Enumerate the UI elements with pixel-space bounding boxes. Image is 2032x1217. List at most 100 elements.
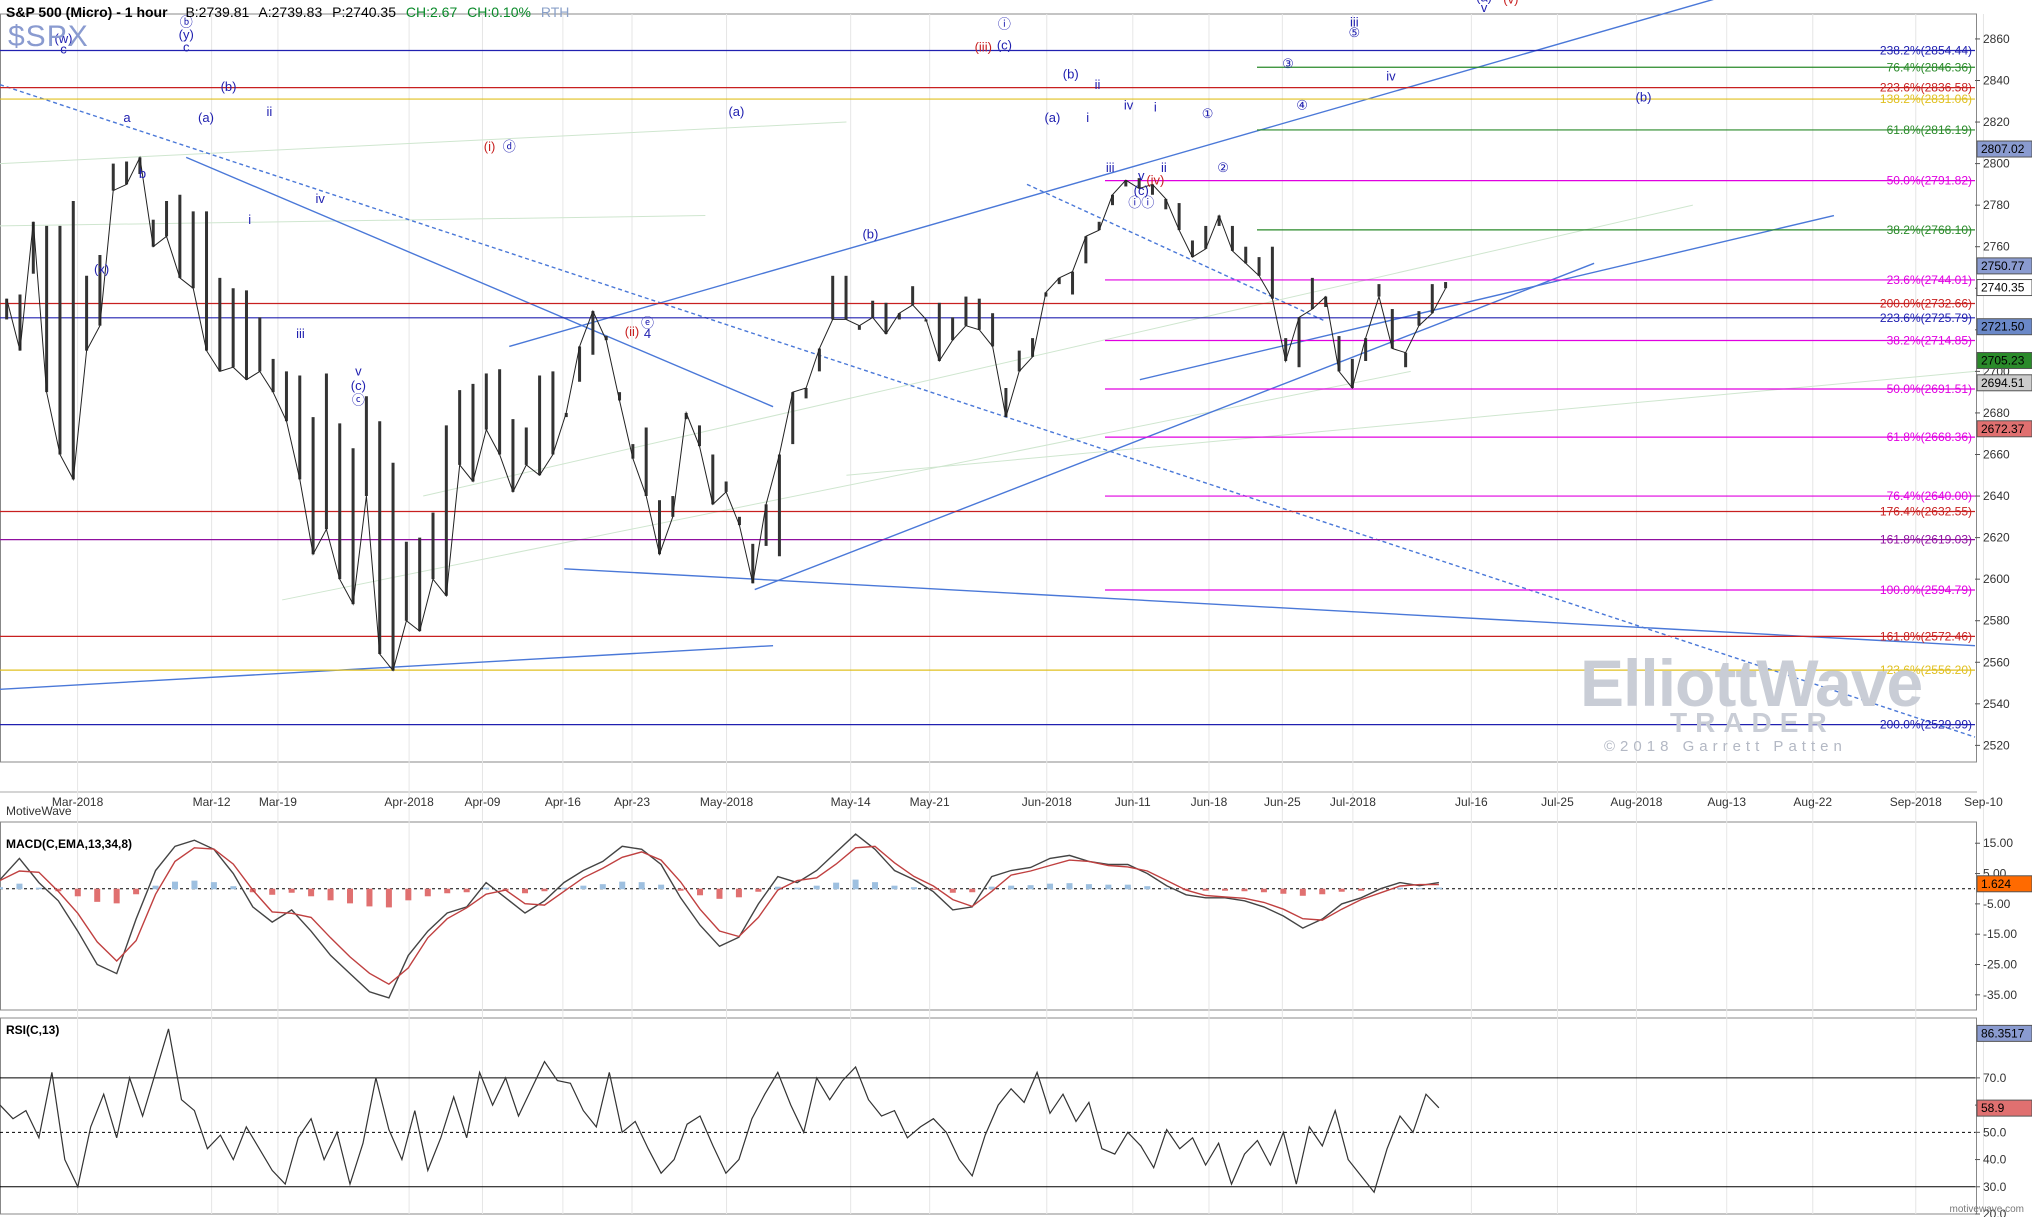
- wave-label: b: [139, 166, 146, 181]
- rsi-value-box: [1976, 1099, 2032, 1117]
- macd-histogram-bar: [1338, 888, 1345, 892]
- wave-label: ②: [1217, 160, 1229, 175]
- macd-histogram-bar: [813, 885, 820, 890]
- macd-histogram-bar: [1358, 888, 1365, 891]
- macd-histogram-bar: [191, 880, 198, 890]
- rsi-tick-label: 50.0: [1983, 1125, 2007, 1139]
- wave-label: iv: [1124, 98, 1134, 113]
- macd-histogram-bar: [0, 887, 3, 890]
- macd-histogram-bar: [1241, 888, 1248, 892]
- macd-histogram-bar: [94, 888, 101, 902]
- x-tick-label: Jun-2018: [1022, 795, 1072, 809]
- price-line: [6, 155, 1447, 672]
- y-tick-label: 2560: [1983, 655, 2010, 669]
- x-tick-label: Aug-22: [1793, 795, 1832, 809]
- wave-label: (y): [179, 27, 194, 42]
- watermark-line2: TRADER: [1670, 707, 1835, 738]
- macd-histogram-bar: [1416, 888, 1423, 890]
- price-box-label: 2807.02: [1981, 142, 2025, 156]
- wave-label: (c): [997, 37, 1012, 52]
- wave-label: (i): [484, 139, 496, 154]
- bid-price: B:2739.81: [185, 4, 250, 20]
- rsi-tick-label: 40.0: [1983, 1153, 2007, 1167]
- fib-level-label: 161.8%(2572.46): [1880, 629, 1972, 643]
- wave-label: ④: [1296, 98, 1308, 113]
- x-tick-label: May-2018: [700, 795, 754, 809]
- wave-label: iv: [1386, 68, 1396, 83]
- wave-label: (x): [94, 262, 109, 277]
- wave-label: iii: [296, 326, 305, 341]
- wave-label: c: [60, 41, 67, 56]
- fib-level-label: 223.6%(2725.79): [1880, 311, 1972, 325]
- y-tick-label: 2580: [1983, 614, 2010, 628]
- y-tick-label: 2640: [1983, 489, 2010, 503]
- wave-label: (b): [1636, 89, 1652, 104]
- watermark-line3: ©2018 Garrett Patten: [1604, 738, 1847, 755]
- trend-line: [0, 644, 774, 690]
- price-box: [1976, 352, 2032, 370]
- price-box: [1976, 420, 2032, 438]
- macd-histogram-bar: [35, 887, 42, 890]
- macd-histogram-bar: [55, 888, 62, 892]
- wave-label: ③: [1282, 56, 1294, 71]
- session-label: RTH: [540, 4, 570, 20]
- watermark-line1: ElliottWave: [1580, 646, 1923, 720]
- rsi-panel-frame: [0, 1017, 1977, 1215]
- wave-label: c: [183, 39, 190, 54]
- macd-histogram-bar: [599, 884, 606, 890]
- wave-label: iv: [316, 191, 326, 206]
- macd-histogram-bar: [1008, 885, 1015, 890]
- macd-panel-title: MACD(C,EMA,13,34,8): [6, 837, 133, 851]
- trend-line: [1139, 214, 1835, 381]
- macd-histogram-bar: [113, 888, 120, 904]
- trend-line: [509, 0, 1714, 348]
- last-price: P:2740.35: [332, 4, 396, 20]
- macd-histogram-bar: [483, 887, 490, 890]
- y-tick-label: 2780: [1983, 198, 2010, 212]
- wave-label: ⓘⓘ: [1128, 195, 1154, 210]
- rsi-panel-title: RSI(C,13): [6, 1023, 60, 1037]
- fib-level-label: 38.2%(2768.10): [1887, 223, 1972, 237]
- macd-histogram-bar: [580, 885, 587, 890]
- y-tick-label: 2660: [1983, 447, 2010, 461]
- macd-histogram-bar: [366, 888, 373, 907]
- fib-level-label: 76.4%(2640.00): [1887, 489, 1972, 503]
- macd-histogram-bar: [347, 888, 354, 904]
- wave-label: ii: [1095, 77, 1101, 92]
- ask-price: A:2739.83: [258, 4, 323, 20]
- price-box-label: 2694.51: [1981, 376, 2025, 390]
- macd-histogram-bar: [1047, 883, 1054, 890]
- wave-label: ⓓ: [503, 139, 516, 154]
- macd-histogram-bar: [522, 888, 529, 894]
- wave-label: ⓘ: [998, 17, 1011, 32]
- x-tick-label: May-14: [831, 795, 871, 809]
- trend-line: [1026, 183, 1327, 323]
- rsi-line: [0, 1028, 1440, 1194]
- decorative-band: [423, 204, 1693, 497]
- macd-histogram-bar: [677, 888, 684, 891]
- y-tick-label: 2520: [1983, 738, 2010, 752]
- macd-histogram-bar: [1299, 888, 1306, 896]
- price-box: [1976, 140, 2032, 158]
- macd-histogram-bar: [930, 888, 937, 890]
- macd-histogram-bar: [774, 886, 781, 890]
- macd-tick-label: -35.00: [1983, 988, 2017, 1002]
- y-tick-label: 2820: [1983, 115, 2010, 129]
- macd-histogram-bar: [988, 886, 995, 890]
- macd-histogram-bar: [269, 888, 276, 895]
- fib-level-label: 38.2%(2714.85): [1887, 334, 1972, 348]
- fib-level-label: 23.6%(2744.01): [1887, 273, 1972, 287]
- x-tick-label: Jul-16: [1455, 795, 1488, 809]
- fib-level-label: 61.8%(2816.19): [1887, 123, 1972, 137]
- macd-histogram-bar: [619, 881, 626, 890]
- wave-label: ①: [1202, 106, 1214, 121]
- macd-histogram-bar: [1144, 886, 1151, 890]
- macd-histogram-bar: [1280, 888, 1287, 894]
- macd-histogram-bar: [1105, 884, 1112, 890]
- wave-label: v: [355, 364, 362, 379]
- wave-label: (b): [862, 226, 878, 241]
- fib-level-label: 223.6%(2836.58): [1880, 81, 1972, 95]
- x-tick-label: Jul-25: [1541, 795, 1574, 809]
- rsi-top-label: 86.3517: [1981, 1026, 2025, 1040]
